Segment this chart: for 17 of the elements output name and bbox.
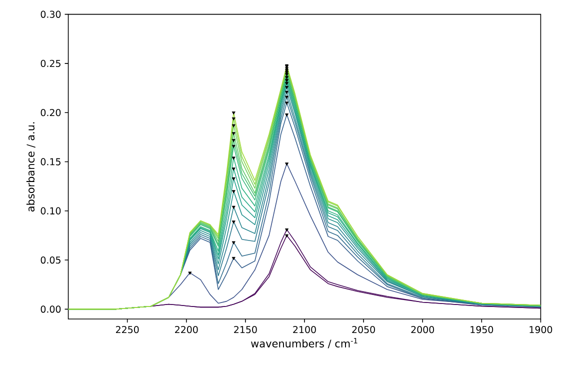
x-axis-title: wavenumbers / cm$^{-1}$	[251, 338, 358, 348]
y-tick-label: 0.00	[40, 306, 61, 313]
x-tick-label: 1900	[530, 326, 552, 334]
x-tick-label: 2150	[234, 326, 257, 334]
x-tick-label: 2050	[352, 326, 375, 334]
y-tick-label: 0.30	[40, 10, 61, 18]
x-tick-label: 2200	[175, 326, 198, 334]
y-axis-title: absorbance / a.u.	[26, 122, 36, 212]
x-tick-label: 1950	[470, 326, 494, 334]
y-tick-label: 0.15	[40, 158, 60, 166]
x-tick-label: 2000	[411, 326, 434, 334]
y-tick-label: 0.25	[40, 60, 60, 68]
x-tick-label: 2250	[116, 326, 139, 334]
y-tick-label: 0.10	[40, 207, 61, 214]
y-tick-label: 0.05	[40, 256, 60, 264]
x-tick-label: 2100	[293, 326, 316, 334]
y-tick-label: 0.20	[40, 109, 61, 116]
